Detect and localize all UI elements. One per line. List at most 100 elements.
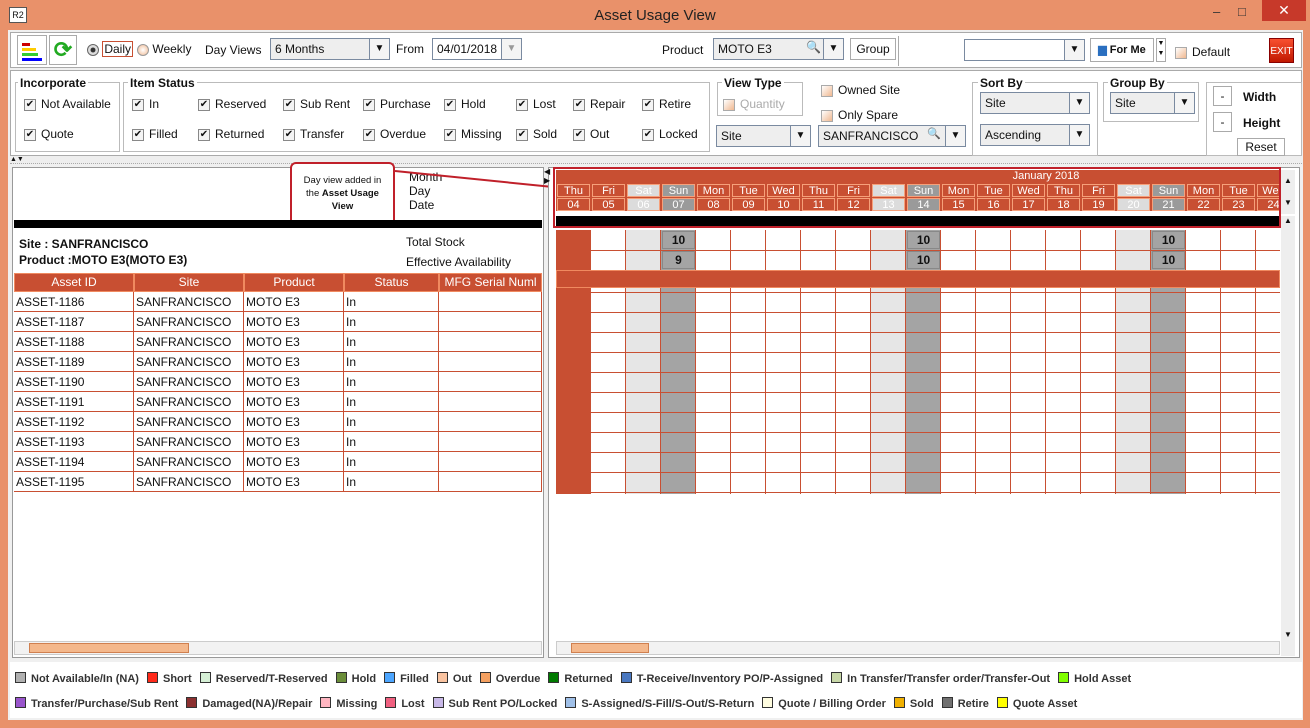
- legend-item: S-Assigned/S-Fill/S-Out/S-Return: [565, 697, 754, 710]
- quantity-checkbox[interactable]: Quantity: [723, 97, 785, 111]
- legend-item: Short: [146, 672, 192, 685]
- column-header[interactable]: Site: [134, 273, 244, 292]
- checkbox-locked[interactable]: ✔ Locked: [642, 127, 698, 141]
- calendar-vertical-scrollbar[interactable]: ▲ ▼: [1281, 216, 1295, 656]
- checkbox-in[interactable]: ✔ In: [132, 97, 159, 111]
- table-row[interactable]: ASSET-1195 SANFRANCISCO MOTO E3 In: [14, 472, 542, 492]
- legend-label: S-Assigned/S-Fill/S-Out/S-Return: [581, 698, 755, 710]
- checkbox-lost[interactable]: ✔ Lost: [516, 97, 556, 111]
- legend-item: Hold: [335, 672, 376, 685]
- refresh-icon[interactable]: ⟳: [49, 35, 77, 65]
- legend-swatch: [199, 672, 211, 683]
- table-row[interactable]: ASSET-1188 SANFRANCISCO MOTO E3 In: [14, 332, 542, 352]
- exit-button[interactable]: EXIT: [1269, 38, 1294, 63]
- group-by-select[interactable]: Site ▼: [1110, 92, 1195, 114]
- table-row[interactable]: ASSET-1186 SANFRANCISCO MOTO E3 In: [14, 292, 542, 312]
- table-cell: SANFRANCISCO: [134, 432, 244, 452]
- site-select[interactable]: SANFRANCISCO 🔍 ▼: [818, 125, 966, 147]
- save-options-icon[interactable]: ▼ ▼: [1156, 38, 1166, 62]
- checkmark-icon: ✔: [363, 98, 375, 111]
- table-row[interactable]: ASSET-1194 SANFRANCISCO MOTO E3 In: [14, 452, 542, 472]
- checkbox-purchase[interactable]: ✔ Purchase: [363, 97, 431, 111]
- table-row[interactable]: ASSET-1187 SANFRANCISCO MOTO E3 In: [14, 312, 542, 332]
- checkbox-not-available[interactable]: ✔ Not Available: [24, 97, 111, 111]
- only-spare-checkbox[interactable]: Only Spare: [821, 108, 898, 122]
- minimize-button[interactable]: –: [1213, 4, 1221, 19]
- legend-item: Quote / Billing Order: [762, 697, 886, 710]
- saved-view-select[interactable]: ▼: [964, 39, 1085, 61]
- grid-line: [556, 452, 1280, 453]
- legend-label: Sub Rent PO/Locked: [448, 698, 558, 710]
- table-cell: SANFRANCISCO: [134, 452, 244, 472]
- calendar-header-scrollbar[interactable]: ▲ ▼: [1281, 170, 1295, 214]
- column-header[interactable]: Asset ID: [14, 273, 134, 292]
- table-cell: In: [344, 292, 439, 312]
- day-name-cell: Sun: [907, 184, 940, 197]
- search-icon[interactable]: 🔍: [806, 40, 821, 54]
- table-cell: ASSET-1193: [14, 432, 134, 452]
- column-header[interactable]: Product: [244, 273, 344, 292]
- calendar-horizontal-scrollbar[interactable]: [556, 641, 1280, 655]
- checkbox-label: Overdue: [380, 127, 427, 141]
- legend-label: Transfer/Purchase/Sub Rent: [31, 698, 179, 710]
- table-cell: SANFRANCISCO: [134, 292, 244, 312]
- checkbox-filled[interactable]: ✔ Filled: [132, 127, 178, 141]
- day-name-cell: Tue: [732, 184, 765, 197]
- legend-label: Retire: [957, 698, 989, 710]
- date-cell: 18: [1047, 198, 1080, 211]
- owned-site-checkbox[interactable]: Owned Site: [821, 83, 900, 97]
- from-date-input[interactable]: 04/01/2018 ▼: [432, 38, 522, 60]
- checkbox-sub-rent[interactable]: ✔ Sub Rent: [283, 97, 350, 111]
- chevron-down-icon: ▼: [1064, 40, 1084, 60]
- weekly-radio[interactable]: Weekly: [137, 42, 191, 56]
- splitter[interactable]: ▲▼: [10, 156, 1302, 164]
- checkbox-overdue[interactable]: ✔ Overdue: [363, 127, 426, 141]
- view-type-value: Site: [721, 129, 742, 143]
- close-button[interactable]: ✕: [1262, 0, 1306, 21]
- checkbox-repair[interactable]: ✔ Repair: [573, 97, 625, 111]
- legend-item: Overdue: [479, 672, 540, 685]
- view-type-select[interactable]: Site ▼: [716, 125, 811, 147]
- product-select[interactable]: MOTO E3 🔍 ▼: [713, 38, 844, 60]
- default-checkbox[interactable]: Default: [1175, 45, 1230, 59]
- day-views-select[interactable]: 6 Months ▼: [270, 38, 390, 60]
- left-horizontal-scrollbar[interactable]: [14, 641, 542, 655]
- table-row[interactable]: ASSET-1190 SANFRANCISCO MOTO E3 In: [14, 372, 542, 392]
- product-value: MOTO E3: [718, 42, 772, 56]
- checkbox-retire[interactable]: ✔ Retire: [642, 97, 691, 111]
- sort-order-select[interactable]: Ascending ▼: [980, 124, 1090, 146]
- checkbox-returned[interactable]: ✔ Returned: [198, 127, 264, 141]
- chevron-down-icon: ▼: [823, 39, 843, 59]
- checkbox-label: Locked: [659, 127, 698, 141]
- width-decrease-button[interactable]: -: [1213, 86, 1232, 106]
- search-icon[interactable]: 🔍: [927, 128, 941, 140]
- checkbox-sold[interactable]: ✔ Sold: [516, 127, 557, 141]
- reset-button[interactable]: Reset: [1237, 138, 1285, 156]
- checkbox-out[interactable]: ✔ Out: [573, 127, 609, 141]
- sort-field-select[interactable]: Site ▼: [980, 92, 1090, 114]
- legend-swatch: [762, 697, 774, 708]
- column-header[interactable]: MFG Serial Numl: [439, 273, 542, 292]
- legend-toggle-button[interactable]: [17, 35, 47, 65]
- checkbox-hold[interactable]: ✔ Hold: [444, 97, 486, 111]
- table-cell: MOTO E3: [244, 372, 344, 392]
- date-cell: 23: [1222, 198, 1255, 211]
- legend-label: Sold: [909, 698, 934, 710]
- height-decrease-button[interactable]: -: [1213, 112, 1232, 132]
- save-for-me-button[interactable]: ▆ For Me: [1090, 38, 1154, 62]
- checkbox-reserved[interactable]: ✔ Reserved: [198, 97, 266, 111]
- save-icon: ▆: [1098, 44, 1107, 56]
- checkbox-quote[interactable]: ✔ Quote: [24, 127, 74, 141]
- table-row[interactable]: ASSET-1189 SANFRANCISCO MOTO E3 In: [14, 352, 542, 372]
- checkbox-missing[interactable]: ✔ Missing: [444, 127, 502, 141]
- group-button[interactable]: Group: [850, 38, 896, 60]
- daily-radio[interactable]: Daily: [87, 41, 134, 57]
- table-row[interactable]: ASSET-1192 SANFRANCISCO MOTO E3 In: [14, 412, 542, 432]
- table-row[interactable]: ASSET-1193 SANFRANCISCO MOTO E3 In: [14, 432, 542, 452]
- checkbox-transfer[interactable]: ✔ Transfer: [283, 127, 344, 141]
- maximize-button[interactable]: □: [1238, 4, 1246, 19]
- date-cell: 04: [557, 198, 590, 211]
- table-row[interactable]: ASSET-1191 SANFRANCISCO MOTO E3 In: [14, 392, 542, 412]
- column-header[interactable]: Status: [344, 273, 439, 292]
- splitter-arrows[interactable]: ◀ ▶: [544, 167, 551, 185]
